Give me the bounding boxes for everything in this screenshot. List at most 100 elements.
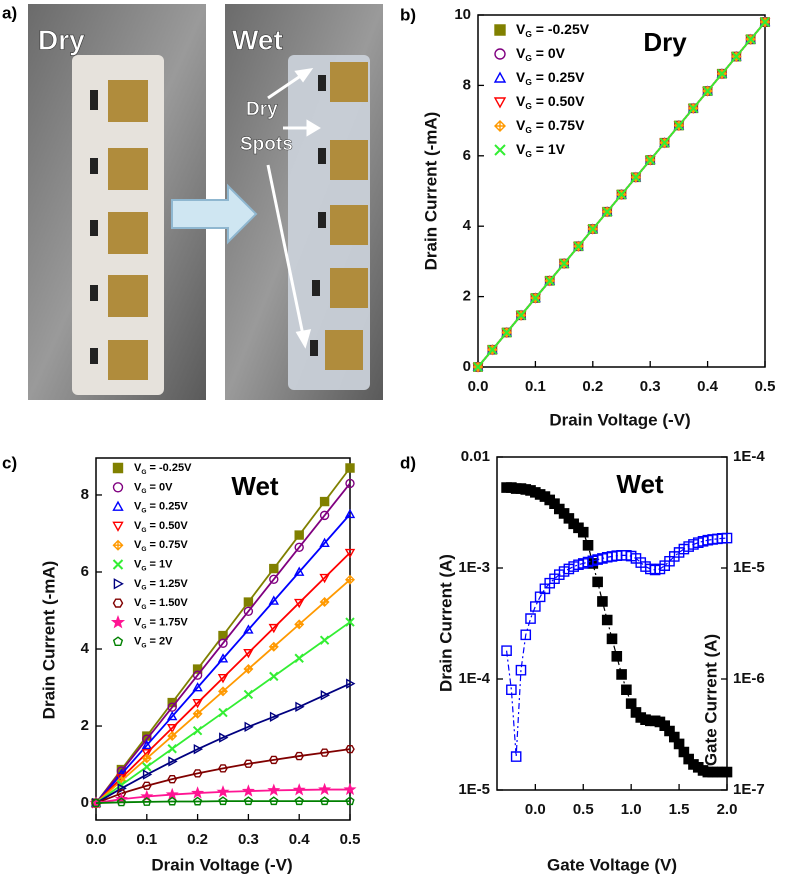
marker — [292, 783, 306, 796]
marker — [268, 641, 279, 652]
marker — [295, 701, 305, 712]
marker — [601, 551, 613, 563]
y-axis-label: Drain Current (A) — [436, 554, 455, 692]
marker — [577, 526, 589, 538]
marker — [549, 573, 560, 585]
marker — [191, 786, 205, 799]
marker — [294, 796, 304, 806]
marker — [606, 551, 618, 562]
marker — [269, 671, 279, 682]
marker — [167, 710, 178, 721]
marker — [294, 653, 304, 663]
marker — [319, 537, 330, 548]
marker — [141, 749, 152, 759]
series-line — [95, 513, 351, 804]
series-line — [95, 748, 351, 804]
y-tick-label: 1E-4 — [458, 670, 490, 687]
legend-label: VG = 1V — [134, 558, 173, 572]
legend-marker — [494, 120, 506, 132]
marker — [142, 769, 153, 780]
y-tick-label: 2 — [81, 717, 89, 734]
chart: 0.0 0.5 1.0 1.5 2.0 1E-5 1E-4 1E-3 0.01 1E-7 1E-6 1… — [400, 448, 765, 875]
marker — [345, 574, 355, 585]
marker — [116, 797, 127, 807]
legend-marker — [112, 598, 124, 608]
marker — [559, 258, 570, 269]
chart-title: Dry — [643, 27, 687, 57]
marker — [142, 797, 152, 806]
marker — [659, 137, 670, 148]
marker — [140, 789, 154, 803]
marker — [319, 496, 330, 507]
marker — [530, 293, 541, 303]
x-tick-label: 0.2 — [187, 831, 208, 848]
marker — [241, 784, 255, 797]
x-tick-label: 0.5 — [573, 801, 594, 818]
marker — [678, 543, 690, 555]
marker — [683, 541, 694, 552]
marker — [218, 638, 228, 648]
marker — [673, 547, 685, 558]
marker — [721, 766, 733, 778]
legend-marker — [113, 578, 124, 590]
legend-label: VG = 0V — [516, 45, 566, 63]
legend-marker — [112, 500, 124, 511]
marker — [597, 596, 608, 607]
marker — [592, 576, 603, 588]
legend-label: VG = 0V — [134, 481, 173, 495]
plot-frame — [477, 14, 766, 368]
marker — [294, 598, 305, 609]
marker — [219, 732, 229, 743]
marker — [192, 682, 203, 692]
y2-tick-label: 1E-7 — [733, 781, 765, 798]
marker — [544, 577, 556, 589]
marker — [649, 564, 661, 576]
legend-marker — [494, 24, 506, 36]
marker — [587, 224, 598, 234]
channels — [90, 75, 326, 364]
x-tick-label: 0.0 — [468, 378, 489, 395]
marker — [645, 155, 656, 165]
marker — [243, 664, 254, 675]
x-tick-label: 0.2 — [582, 378, 603, 395]
legend-label: VG = 1.25V — [134, 578, 188, 592]
marker — [168, 756, 178, 767]
marker — [318, 782, 332, 796]
plot-frame — [95, 457, 351, 821]
marker — [167, 796, 177, 806]
marker — [268, 755, 279, 765]
y-tick-label: 4 — [81, 640, 90, 657]
marker — [192, 699, 203, 709]
marker — [91, 798, 101, 807]
y-tick-label: 1E-5 — [458, 781, 490, 798]
marker — [319, 510, 330, 521]
legend-marker — [112, 482, 124, 493]
x-tick-label: 0.1 — [136, 831, 157, 848]
marker — [218, 707, 228, 718]
marker — [717, 68, 727, 79]
y2-tick-label: 1E-5 — [733, 559, 765, 576]
photo-title: Dry — [38, 24, 85, 55]
chart: 0.0 0.1 0.2 0.3 0.4 0.5 0 2 4 6 8 VG = -0.25V VG = 0… — [2, 453, 360, 874]
marker — [611, 651, 623, 662]
marker — [731, 51, 742, 62]
marker — [506, 684, 517, 696]
marker — [243, 624, 254, 634]
marker — [592, 554, 603, 565]
x-tick-label: 1.5 — [669, 801, 690, 818]
legend-label: VG = -0.25V — [516, 21, 590, 39]
legend-label: VG = 2V — [134, 636, 173, 650]
marker — [745, 34, 756, 45]
y-tick-label: 6 — [81, 563, 89, 580]
marker — [217, 653, 229, 663]
marker — [544, 275, 555, 286]
y-tick-label: 4 — [463, 217, 472, 234]
marker — [294, 530, 304, 540]
marker — [582, 540, 594, 551]
marker — [192, 725, 203, 736]
y-tick-label: 0.01 — [461, 448, 490, 465]
marker — [268, 623, 279, 634]
marker — [294, 751, 305, 761]
marker — [116, 789, 127, 798]
marker — [673, 120, 684, 131]
